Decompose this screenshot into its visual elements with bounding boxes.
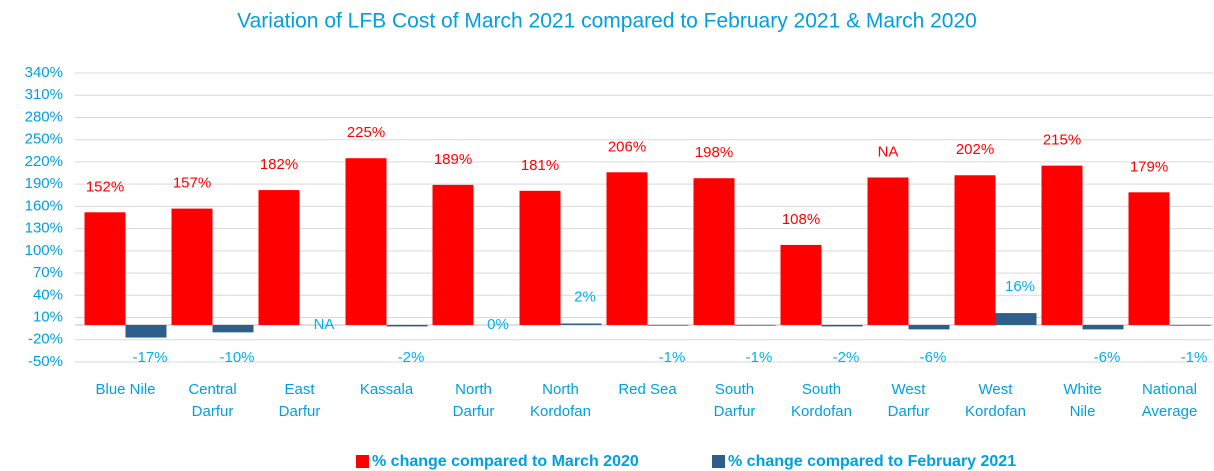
bar — [647, 324, 689, 326]
value-label: 0% — [487, 316, 509, 333]
legend-label: % change compared to March 2020 — [372, 453, 639, 470]
value-label: 16% — [1005, 278, 1035, 295]
value-label: NA — [878, 143, 899, 160]
value-label: -2% — [833, 349, 860, 366]
value-label: 198% — [695, 144, 733, 161]
value-label: 152% — [86, 178, 124, 195]
value-label: NA — [314, 316, 335, 333]
bar — [560, 323, 602, 325]
x-tick-label: Red Sea — [618, 381, 677, 398]
y-tick-label: 340% — [25, 64, 63, 81]
bar — [867, 177, 909, 325]
bar — [519, 190, 561, 325]
x-tick-label: Kassala — [360, 381, 414, 398]
bar — [1128, 192, 1170, 325]
y-tick-label: 250% — [25, 131, 63, 148]
value-label: -17% — [132, 349, 167, 366]
legend-swatch — [712, 455, 725, 468]
bar — [693, 178, 735, 325]
x-tick-label: East Darfur — [279, 381, 321, 420]
legend-swatch — [356, 455, 369, 468]
bar — [345, 158, 387, 325]
y-tick-label: 160% — [25, 197, 63, 214]
bar — [212, 324, 254, 333]
x-tick-label: National Average — [1142, 381, 1198, 420]
x-tick-label: North Kordofan — [530, 381, 591, 420]
value-label: -6% — [1094, 349, 1121, 366]
y-tick-label: -50% — [28, 353, 63, 370]
y-tick-label: 130% — [25, 220, 63, 237]
value-label: -1% — [1181, 349, 1208, 366]
y-tick-label: -20% — [28, 331, 63, 348]
value-label: 206% — [608, 138, 646, 155]
bar — [995, 313, 1037, 325]
value-label: 215% — [1043, 132, 1081, 149]
value-label: -10% — [219, 349, 254, 366]
bar — [125, 324, 167, 338]
value-label: 181% — [521, 157, 559, 174]
value-label: -2% — [398, 349, 425, 366]
value-label: -6% — [920, 349, 947, 366]
bar — [171, 208, 213, 325]
x-tick-label: West Kordofan — [965, 381, 1026, 420]
bar — [386, 324, 428, 327]
x-tick-label: Blue Nile — [95, 381, 155, 398]
x-tick-label: West Darfur — [888, 381, 930, 420]
x-tick-label: Central Darfur — [188, 381, 236, 420]
x-tick-label: South Darfur — [714, 381, 756, 420]
y-tick-label: 70% — [33, 264, 63, 281]
y-tick-label: 190% — [25, 175, 63, 192]
bar — [954, 175, 996, 325]
y-tick-label: 10% — [33, 309, 63, 326]
bar — [1169, 324, 1211, 326]
bar — [258, 190, 300, 325]
bar — [606, 172, 648, 325]
bar — [734, 324, 776, 326]
x-tick-label: White Nile — [1063, 381, 1101, 420]
value-label: 179% — [1130, 158, 1168, 175]
value-label: 108% — [782, 211, 820, 228]
bar — [432, 184, 474, 325]
value-label: 189% — [434, 151, 472, 168]
bar — [780, 244, 822, 325]
value-label: -1% — [746, 349, 773, 366]
bar — [821, 324, 863, 327]
y-tick-label: 40% — [33, 286, 63, 303]
y-tick-label: 220% — [25, 153, 63, 170]
y-tick-label: 310% — [25, 86, 63, 103]
y-tick-label: 100% — [25, 242, 63, 259]
bar — [84, 212, 126, 325]
chart-title: Variation of LFB Cost of March 2021 comp… — [237, 10, 977, 33]
value-label: 2% — [574, 288, 596, 305]
bar — [1041, 165, 1083, 325]
value-label: 225% — [347, 124, 385, 141]
value-label: 157% — [173, 175, 211, 192]
x-tick-label: South Kordofan — [791, 381, 852, 420]
legend-label: % change compared to February 2021 — [728, 453, 1016, 470]
bar — [1082, 324, 1124, 330]
value-label: 182% — [260, 156, 298, 173]
y-tick-label: 280% — [25, 108, 63, 125]
value-label: -1% — [659, 349, 686, 366]
value-label: 202% — [956, 141, 994, 158]
x-tick-label: North Darfur — [453, 381, 495, 420]
bar — [908, 324, 950, 330]
